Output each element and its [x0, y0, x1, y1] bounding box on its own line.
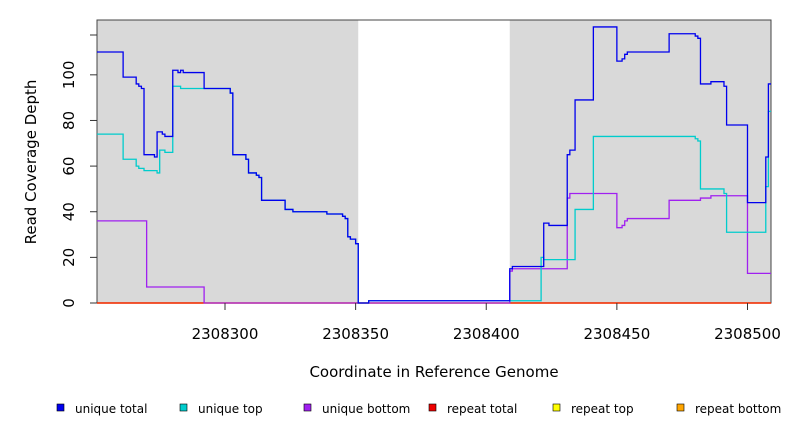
legend-swatch-repeat-bottom [676, 403, 685, 412]
legend-swatch-repeat-top [552, 403, 561, 412]
y-tick-label-60: 60 [60, 157, 78, 176]
x-tick-label-2308450: 2308450 [583, 325, 650, 343]
shaded-regions [97, 20, 771, 303]
y-tick-label-100: 100 [60, 61, 78, 90]
series-lines [97, 26, 771, 304]
x-tick-label-2308400: 2308400 [453, 325, 520, 343]
y-tick-label-0: 0 [60, 298, 78, 308]
legend-label-unique-bottom: unique bottom [322, 402, 410, 416]
shaded-region-0 [97, 20, 359, 303]
legend: unique total unique top unique bottom repea… [56, 402, 781, 416]
series-line-unique-total [97, 26, 771, 304]
y-tick-label-20: 20 [60, 248, 78, 267]
x-axis-title: Coordinate in Reference Genome [309, 363, 558, 381]
legend-swatch-unique-total [56, 403, 65, 412]
shaded-region-1 [509, 20, 771, 303]
y-tick-label-40: 40 [60, 202, 78, 221]
y-axis: 0 20 40 60 80 100 [60, 34, 97, 308]
legend-swatch-unique-bottom [303, 403, 312, 412]
y-axis-title: Read Coverage Depth [22, 80, 40, 245]
legend-swatch-repeat-total [428, 403, 437, 412]
legend-swatch-unique-top [179, 403, 188, 412]
y-tick-label-80: 80 [60, 111, 78, 130]
legend-label-unique-top: unique top [198, 402, 263, 416]
x-tick-label-2308300: 2308300 [192, 325, 259, 343]
x-tick-label-2308350: 2308350 [322, 325, 389, 343]
x-axis: 2308300 2308350 2308400 2308450 2308500 [192, 303, 781, 343]
legend-label-repeat-total: repeat total [447, 402, 517, 416]
legend-label-repeat-bottom: repeat bottom [695, 402, 781, 416]
x-tick-label-2308500: 2308500 [714, 325, 781, 343]
legend-label-repeat-top: repeat top [571, 402, 634, 416]
legend-label-unique-total: unique total [75, 402, 147, 416]
series-line-unique-bottom [97, 192, 771, 304]
